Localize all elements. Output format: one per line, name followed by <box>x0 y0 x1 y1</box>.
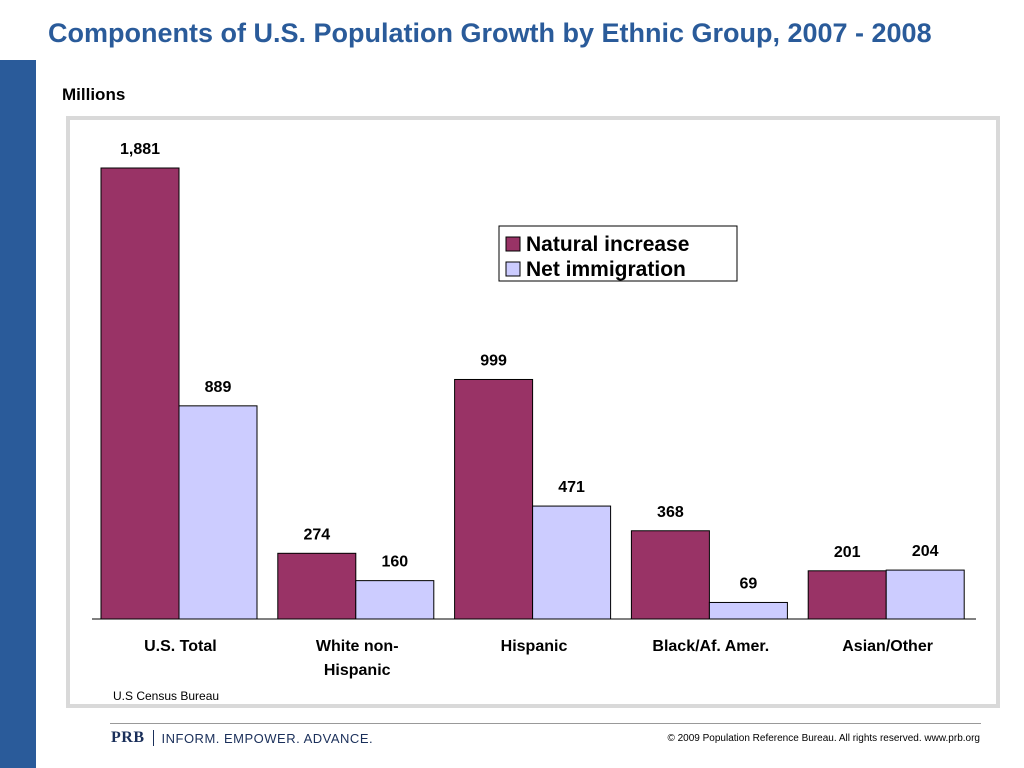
data-label-1-2: 471 <box>558 479 585 496</box>
x-tick-label-1-line-0: White non- <box>316 638 399 655</box>
bar-net-immigration-3 <box>708 601 788 620</box>
x-tick-label-4: Asian/Other <box>842 638 933 655</box>
legend-swatch-net-immigration <box>505 261 521 277</box>
bar-natural-increase-0 <box>100 167 180 620</box>
x-tick-label-3: Black/Af. Amer. <box>652 638 769 655</box>
bar-chart: 1,881 889 U.S. Total 274 160 White non- Hispan… <box>92 141 976 679</box>
legend-box <box>498 225 738 282</box>
bar-net-immigration-1 <box>355 580 435 620</box>
data-label-0-1: 274 <box>303 526 330 543</box>
footer-brand: PRB INFORM. EMPOWER. ADVANCE. <box>111 729 373 747</box>
footer-rule <box>110 723 981 724</box>
x-tick-label-0: U.S. Total <box>144 638 217 655</box>
legend-label-natural-increase: Natural increase <box>526 233 689 256</box>
brand-separator <box>152 730 154 746</box>
bar-net-immigration-0 <box>178 405 258 620</box>
bar-natural-increase-1 <box>277 552 357 620</box>
data-label-0-3: 368 <box>657 504 684 521</box>
bar-natural-increase-3 <box>630 530 710 620</box>
brand-tagline: INFORM. EMPOWER. ADVANCE. <box>161 730 374 746</box>
data-label-0-4: 201 <box>834 544 861 561</box>
side-accent-bar <box>0 60 36 768</box>
bar-natural-increase-4 <box>807 570 887 620</box>
data-label-1-3: 69 <box>740 575 758 592</box>
slide-title: Components of U.S. Population Growth by … <box>48 18 932 48</box>
data-label-1-1: 160 <box>381 554 408 571</box>
bar-net-immigration-2 <box>532 505 612 620</box>
data-label-0-0: 1,881 <box>120 141 160 158</box>
chart-frame: 1,881 889 U.S. Total 274 160 White non- Hispan… <box>66 116 1000 708</box>
x-tick-label-1-line-1: Hispanic <box>324 662 391 679</box>
copyright-notice: © 2009 Population Reference Bureau. All … <box>667 733 980 744</box>
source-note: U.S Census Bureau <box>113 689 220 703</box>
prb-logo: PRB <box>111 729 145 746</box>
x-tick-label-2: Hispanic <box>501 638 568 655</box>
units-label: Millions <box>62 85 126 104</box>
legend-label-net-immigration: Net immigration <box>526 258 686 281</box>
data-label-0-2: 999 <box>480 352 507 369</box>
bar-natural-increase-2 <box>454 378 534 620</box>
data-label-1-4: 204 <box>912 543 939 560</box>
legend-swatch-natural-increase <box>505 236 521 252</box>
bar-net-immigration-4 <box>885 569 965 620</box>
data-label-1-0: 889 <box>205 379 232 396</box>
